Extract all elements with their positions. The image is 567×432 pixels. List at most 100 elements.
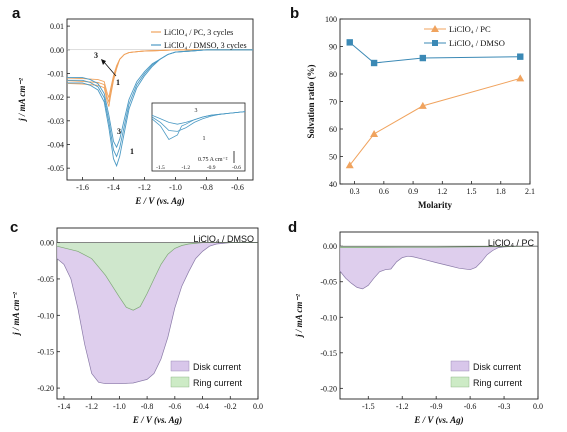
panel-a-inset-curve-3: [151, 111, 246, 125]
panel-a-xtick-label: -0.8: [200, 183, 213, 192]
panel-a-inset-label-1: 1: [203, 136, 206, 142]
panel-b-legend-1-label: LiClO₄ / DMSO: [449, 38, 505, 48]
panel-d-ytick-label: -0.10: [320, 313, 337, 322]
panel-d-xtick-label: -1.5: [362, 402, 375, 411]
panel-b-xlabel: Molarity: [418, 200, 452, 210]
panel-b-legend-0-swatch-marker: [431, 25, 439, 32]
panel-b-xtick-label: 2.1: [525, 187, 535, 196]
panel-c-frame: [56, 227, 259, 400]
panel-a-ytick-label: -0.01: [47, 69, 64, 78]
panel-d-legend-0-label: Disk current: [473, 362, 522, 372]
panel-d-ytick-label: -0.20: [320, 384, 337, 393]
panel-c-legend-0-swatch: [170, 360, 190, 372]
panel-a-xtick-label: -1.2: [138, 183, 151, 192]
panel-d-frame: [339, 231, 539, 400]
panel-b-series-1-point: [419, 54, 427, 62]
panel-c-xlabel: E / V (vs. Ag): [132, 415, 182, 425]
panel-c-ytick-label: -0.15: [37, 348, 54, 357]
panel-d-xtick-label: -0.3: [498, 402, 511, 411]
panel-b-series-1-point: [370, 59, 378, 67]
panel-d-xtick-label: -1.2: [396, 402, 409, 411]
panel-a-ytick-label: 0.01: [50, 22, 64, 31]
panel-d-legend-1-swatch: [450, 376, 470, 388]
panel-c-series-1-line: [56, 242, 258, 311]
panel-d-title: LiClO₄ / PC: [488, 238, 535, 248]
panel-b-ytick-label: 80: [329, 70, 337, 79]
panel-b-xtick-label: 1.8: [496, 187, 506, 196]
panel-c-ytick-label: 0.00: [40, 239, 54, 248]
panel-c-xtick-label: -0.8: [141, 402, 154, 411]
panel-c-legend-0-label: Disk current: [193, 362, 242, 372]
panel-c-series-0-line: [56, 242, 258, 385]
panel-d-legend-0-swatch: [450, 360, 470, 372]
panel-b-ytick-label: 40: [329, 180, 337, 189]
panel-d-ytick-label: 0.00: [323, 242, 337, 251]
panel-b-xtick-label: 1.2: [437, 187, 447, 196]
panel-c-xtick-label: -1.0: [113, 402, 126, 411]
panel-d-series-0-line: [339, 245, 538, 290]
panel-a-legend-pc-label: LiClO₄ / PC, 3 cycles: [164, 28, 233, 37]
panel-a-annotation-1: 1: [116, 78, 120, 87]
panel-c-title: LiClO₄ / DMSO: [193, 234, 254, 244]
panel-b-ytick-label: 70: [329, 98, 337, 107]
panel-c-xtick-label: 0.0: [253, 402, 263, 411]
panel-b-ytick-label: 60: [329, 125, 337, 134]
panel-a-xtick-label: -1.6: [76, 183, 89, 192]
panel-b-legend-0-label: LiClO₄ / PC: [449, 24, 491, 34]
panel-d-letter: d: [288, 219, 297, 236]
panel-c-letter: c: [10, 219, 18, 236]
panel-b-series-0-point: [345, 161, 354, 169]
panel-d-series-1-line: [340, 245, 539, 248]
panel-a-peak-label-1: 1: [130, 147, 134, 156]
panel-b-xtick-label: 0.6: [379, 187, 389, 196]
panel-c-xtick-label: -0.2: [224, 402, 237, 411]
panel-b-ytick-label: 50: [329, 153, 337, 162]
panel-b-series-1-point: [517, 53, 524, 60]
panel-c-xtick-label: -1.4: [58, 402, 71, 411]
panel-a-inset-label-3: 3: [195, 108, 198, 114]
panel-b-ylabel: Solvation ratio (%): [306, 65, 316, 139]
panel-d-ylabel: j / mA cm⁻²: [294, 294, 304, 339]
panel-c-ytick-label: -0.05: [37, 275, 54, 284]
panel-d-legend-1-label: Ring current: [473, 378, 523, 388]
panel-a-xtick-label: -1.4: [107, 183, 120, 192]
panel-c-xtick-label: -0.6: [168, 402, 181, 411]
panel-a-inset-scale-label: 0.75 A cm⁻²: [198, 157, 228, 163]
panel-a-xtick-label: -0.6: [231, 183, 244, 192]
panel-a-arrow-line: [103, 61, 117, 77]
panel-a-ytick-label: -0.03: [47, 117, 64, 126]
panel-a-arrow-head: [101, 59, 106, 65]
panel-c-ylabel: j / mA cm⁻²: [11, 292, 21, 337]
panel-a-xtick-label: -1.0: [169, 183, 182, 192]
panel-b-series-1-point: [346, 39, 353, 46]
panel-d-xtick-label: 0.0: [533, 402, 543, 411]
panel-b-series-0-line: [349, 77, 521, 166]
panel-a-annotation-3: 3: [94, 51, 98, 60]
panel-b-series-0-point: [418, 101, 427, 109]
panel-a-inset-xtick-label: -1.2: [181, 165, 190, 171]
panel-b-xtick-label: 0.9: [408, 187, 418, 196]
panel-a-frame: [66, 18, 254, 181]
panel-a-ytick-label: 0.00: [50, 46, 64, 55]
panel-c-ytick-label: -0.10: [37, 311, 54, 320]
panel-a-series-0-cycle-3-line: [66, 49, 253, 100]
panel-a-inset-xtick-label: -0.6: [232, 165, 241, 171]
panel-a-ylabel: j / mA cm⁻²: [17, 78, 27, 123]
panel-a-ytick-label: -0.05: [47, 164, 64, 173]
panel-b-legend-1-swatch-marker: [432, 40, 438, 46]
panel-d-ytick-label: -0.05: [320, 278, 337, 287]
panel-c-legend-1-label: Ring current: [193, 378, 243, 388]
panel-a-legend-dmso-label: LiClO₄ / DMSO, 3 cycles: [164, 41, 247, 50]
panel-b-letter: b: [290, 5, 299, 22]
panel-d-xtick-label: -0.6: [464, 402, 477, 411]
panel-b-xtick-label: 1.5: [467, 187, 477, 196]
panel-b-xtick-label: 0.3: [350, 187, 360, 196]
panel-a-series-1-cycle-3-line: [67, 49, 253, 149]
panel-a-ytick-label: -0.04: [47, 140, 64, 149]
panel-a-xlabel: E / V (vs. Ag): [134, 196, 184, 206]
panel-c-xtick-label: -0.4: [196, 402, 209, 411]
panel-a-letter: a: [12, 5, 21, 22]
panel-d-series-0-area: [340, 246, 538, 289]
panel-a-ytick-label: -0.02: [47, 93, 64, 102]
